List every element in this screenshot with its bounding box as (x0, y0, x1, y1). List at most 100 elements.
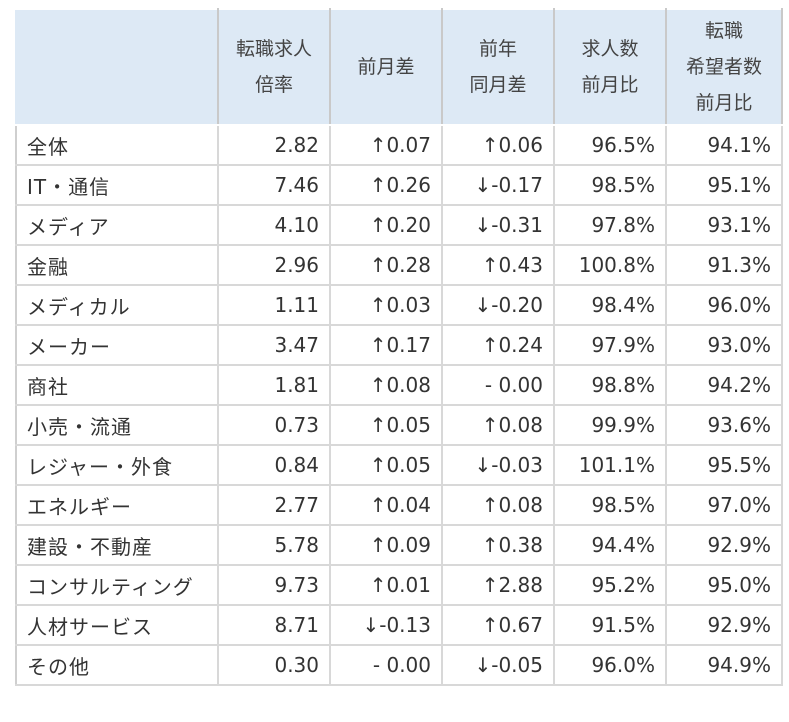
header-job-ratio: 転職求人 倍率 (217, 8, 331, 126)
cell-month-diff: - 0.00 (329, 644, 443, 686)
cell-seekers-mom: 96.0% (665, 284, 783, 326)
table-row: 金融 2.96 ↑0.28 ↑0.43 100.8% 91.3% (15, 244, 783, 286)
cell-jobs-mom: 94.4% (553, 524, 667, 566)
cell-industry: レジャー・外食 (15, 444, 219, 486)
cell-jobs-mom: 96.0% (553, 644, 667, 686)
cell-seekers-mom: 94.1% (665, 124, 783, 166)
cell-year-diff: ↑2.88 (441, 564, 555, 606)
header-row: 転職求人 倍率 前月差 前年 同月差 求人数 前月比 転職 希望者数 前月比 (15, 8, 783, 126)
cell-year-diff: ↑0.06 (441, 124, 555, 166)
cell-job-ratio: 0.73 (217, 404, 331, 446)
cell-jobs-mom: 97.8% (553, 204, 667, 246)
cell-industry: その他 (15, 644, 219, 686)
table-row: IT・通信 7.46 ↑0.26 ↓-0.17 98.5% 95.1% (15, 164, 783, 206)
cell-month-diff: ↑0.20 (329, 204, 443, 246)
header-line: 転職求人 (235, 38, 312, 60)
cell-jobs-mom: 98.5% (553, 484, 667, 526)
cell-year-diff: ↓-0.20 (441, 284, 555, 326)
cell-jobs-mom: 100.8% (553, 244, 667, 286)
cell-seekers-mom: 95.0% (665, 564, 783, 606)
cell-seekers-mom: 95.5% (665, 444, 783, 486)
cell-industry: エネルギー (15, 484, 219, 526)
cell-job-ratio: 0.84 (217, 444, 331, 486)
cell-year-diff: ↓-0.05 (441, 644, 555, 686)
table-row: メーカー 3.47 ↑0.17 ↑0.24 97.9% 93.0% (15, 324, 783, 366)
table-row: コンサルティング 9.73 ↑0.01 ↑2.88 95.2% 95.0% (15, 564, 783, 606)
cell-job-ratio: 0.30 (217, 644, 331, 686)
cell-month-diff: ↑0.09 (329, 524, 443, 566)
cell-industry: 小売・流通 (15, 404, 219, 446)
cell-month-diff: ↓-0.13 (329, 604, 443, 646)
cell-seekers-mom: 93.0% (665, 324, 783, 366)
cell-industry: 建設・不動産 (15, 524, 219, 566)
table-row: メディカル 1.11 ↑0.03 ↓-0.20 98.4% 96.0% (15, 284, 783, 326)
table-header: 転職求人 倍率 前月差 前年 同月差 求人数 前月比 転職 希望者数 前月比 (15, 8, 783, 126)
cell-job-ratio: 3.47 (217, 324, 331, 366)
cell-industry: IT・通信 (15, 164, 219, 206)
cell-job-ratio: 2.82 (217, 124, 331, 166)
header-line: 希望者数 (685, 56, 762, 78)
cell-year-diff: ↑0.08 (441, 404, 555, 446)
cell-job-ratio: 7.46 (217, 164, 331, 206)
cell-industry: メディア (15, 204, 219, 246)
cell-job-ratio: 1.11 (217, 284, 331, 326)
header-line: 前年 (478, 38, 517, 60)
cell-year-diff: - 0.00 (441, 364, 555, 406)
cell-seekers-mom: 92.9% (665, 524, 783, 566)
cell-month-diff: ↑0.01 (329, 564, 443, 606)
table-row: レジャー・外食 0.84 ↑0.05 ↓-0.03 101.1% 95.5% (15, 444, 783, 486)
cell-seekers-mom: 93.6% (665, 404, 783, 446)
cell-seekers-mom: 97.0% (665, 484, 783, 526)
header-line: 前月差 (357, 56, 415, 78)
cell-year-diff: ↓-0.31 (441, 204, 555, 246)
job-ratio-table-container: 転職求人 倍率 前月差 前年 同月差 求人数 前月比 転職 希望者数 前月比 全体 2.82 ↑0.0… (15, 8, 783, 686)
cell-year-diff: ↑0.43 (441, 244, 555, 286)
table-row: 人材サービス 8.71 ↓-0.13 ↑0.67 91.5% 92.9% (15, 604, 783, 646)
cell-month-diff: ↑0.04 (329, 484, 443, 526)
table-row: 小売・流通 0.73 ↑0.05 ↑0.08 99.9% 93.6% (15, 404, 783, 446)
cell-jobs-mom: 95.2% (553, 564, 667, 606)
cell-seekers-mom: 94.9% (665, 644, 783, 686)
header-industry (15, 8, 219, 126)
cell-year-diff: ↑0.24 (441, 324, 555, 366)
table-row: メディア 4.10 ↑0.20 ↓-0.31 97.8% 93.1% (15, 204, 783, 246)
cell-industry: メーカー (15, 324, 219, 366)
cell-job-ratio: 2.96 (217, 244, 331, 286)
cell-month-diff: ↑0.28 (329, 244, 443, 286)
cell-month-diff: ↑0.08 (329, 364, 443, 406)
table-body: 全体 2.82 ↑0.07 ↑0.06 96.5% 94.1% IT・通信 7.46 ↑0.26… (15, 124, 783, 686)
cell-industry: 商社 (15, 364, 219, 406)
cell-jobs-mom: 97.9% (553, 324, 667, 366)
cell-month-diff: ↑0.17 (329, 324, 443, 366)
cell-jobs-mom: 98.8% (553, 364, 667, 406)
cell-seekers-mom: 95.1% (665, 164, 783, 206)
table-row: 全体 2.82 ↑0.07 ↑0.06 96.5% 94.1% (15, 124, 783, 166)
cell-industry: メディカル (15, 284, 219, 326)
table-row: 建設・不動産 5.78 ↑0.09 ↑0.38 94.4% 92.9% (15, 524, 783, 566)
cell-month-diff: ↑0.03 (329, 284, 443, 326)
cell-jobs-mom: 91.5% (553, 604, 667, 646)
cell-job-ratio: 5.78 (217, 524, 331, 566)
header-line: 前月比 (695, 92, 753, 114)
header-line: 求人数 (581, 38, 639, 60)
cell-year-diff: ↓-0.03 (441, 444, 555, 486)
cell-seekers-mom: 91.3% (665, 244, 783, 286)
cell-job-ratio: 9.73 (217, 564, 331, 606)
cell-year-diff: ↓-0.17 (441, 164, 555, 206)
header-year-diff: 前年 同月差 (441, 8, 555, 126)
cell-year-diff: ↑0.08 (441, 484, 555, 526)
cell-year-diff: ↑0.67 (441, 604, 555, 646)
cell-jobs-mom: 96.5% (553, 124, 667, 166)
table-row: エネルギー 2.77 ↑0.04 ↑0.08 98.5% 97.0% (15, 484, 783, 526)
cell-job-ratio: 2.77 (217, 484, 331, 526)
cell-month-diff: ↑0.05 (329, 404, 443, 446)
cell-jobs-mom: 99.9% (553, 404, 667, 446)
header-line: 同月差 (469, 74, 527, 96)
job-ratio-table: 転職求人 倍率 前月差 前年 同月差 求人数 前月比 転職 希望者数 前月比 全体 2.82 ↑0.0… (15, 8, 783, 686)
cell-seekers-mom: 92.9% (665, 604, 783, 646)
cell-year-diff: ↑0.38 (441, 524, 555, 566)
cell-job-ratio: 1.81 (217, 364, 331, 406)
cell-industry: コンサルティング (15, 564, 219, 606)
cell-jobs-mom: 98.4% (553, 284, 667, 326)
cell-jobs-mom: 101.1% (553, 444, 667, 486)
